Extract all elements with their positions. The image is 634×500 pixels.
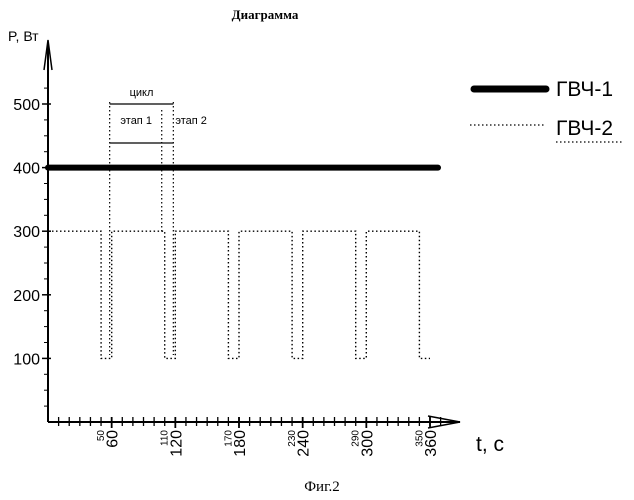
cycle-label: цикл	[130, 87, 154, 99]
caption: Фиг.2	[304, 479, 340, 495]
y-tick-label: 400	[13, 161, 40, 178]
x-tick-label: 360	[423, 430, 440, 457]
x-minor-tick-label: 110	[160, 430, 171, 446]
x-tick-label: 120	[168, 430, 185, 457]
x-tick-label: 180	[232, 430, 249, 457]
x-minor-tick-label: 170	[223, 430, 234, 447]
legend-label-gvch-1: ГВЧ-1	[556, 78, 613, 101]
ticks: 100 200 300 400 500 60 120 180 240 300 360 50 110 170…	[13, 88, 440, 457]
chart-title: Диаграмма	[232, 7, 299, 22]
x-tick-label: 300	[359, 430, 376, 457]
series-gvch-2-line	[48, 231, 430, 358]
legend: ГВЧ-1 ГВЧ-2	[470, 78, 622, 142]
stage1-label: этап 1	[120, 115, 152, 127]
y-axis-label: P, Вт	[8, 28, 39, 44]
x-tick-label: 240	[296, 430, 313, 457]
x-minor-tick-label: 290	[351, 430, 362, 447]
axes	[44, 40, 460, 428]
stage2-label: этап 2	[175, 115, 207, 127]
annotation-layer: цикл этап 1 этап 2	[110, 87, 207, 355]
x-minor-tick-label: 50	[96, 430, 107, 442]
x-minor-tick-label: 350	[414, 430, 425, 447]
legend-label-gvch-2: ГВЧ-2	[556, 117, 613, 140]
series-layer	[48, 168, 438, 359]
y-tick-label: 200	[13, 288, 40, 305]
x-minor-tick-label: 230	[287, 430, 298, 447]
y-tick-label: 500	[13, 97, 40, 114]
y-tick-label: 300	[13, 224, 40, 241]
x-axis-label: t, с	[476, 433, 504, 456]
x-tick-label: 60	[105, 430, 122, 448]
y-tick-label: 100	[13, 351, 40, 368]
